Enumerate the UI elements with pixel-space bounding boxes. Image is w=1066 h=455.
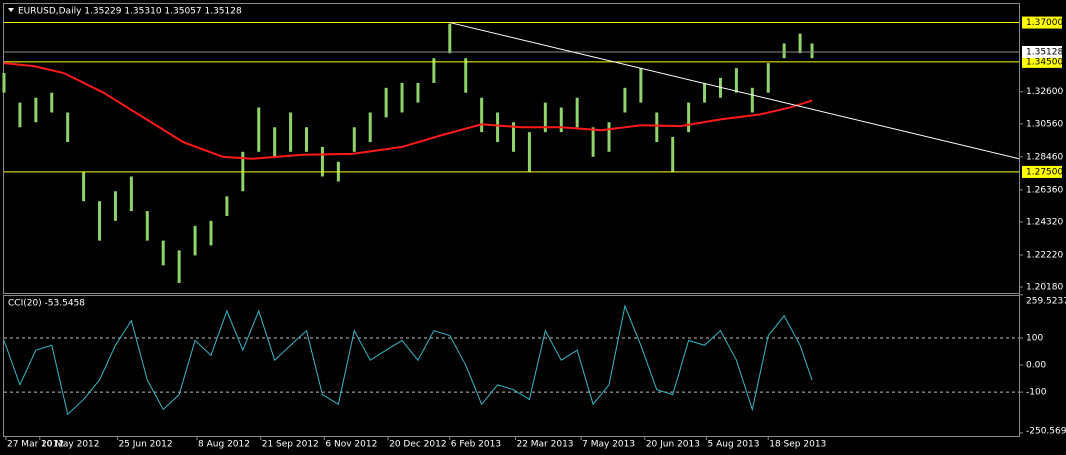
y-tick-label: 1.30560 (1026, 119, 1063, 129)
trendline (449, 22, 1020, 160)
level-label-box (1022, 55, 1062, 68)
y-tick-label: 259.5237 (1026, 297, 1066, 307)
y-tick-label: 1.22220 (1026, 250, 1063, 260)
moving-average (3, 62, 813, 160)
cci-line (3, 304, 813, 416)
cci-panel-frame (3, 295, 1020, 437)
y-tick-label: 100 (1026, 333, 1043, 343)
current-price-box (1022, 45, 1062, 58)
level-label: 1.27500 (1026, 167, 1063, 177)
y-tick-label: 0.00 (1026, 361, 1046, 371)
x-tick-label: 25 Jun 2012 (118, 440, 172, 450)
x-tick-label: 18 Sep 2013 (769, 440, 826, 450)
level-label-box (1022, 16, 1062, 29)
y-tick-label: 1.20180 (1026, 283, 1063, 293)
y-tick-label: 1.28460 (1026, 152, 1063, 162)
y-tick-label: -100 (1026, 388, 1047, 398)
x-tick-label: 20 Dec 2012 (389, 440, 447, 450)
y-tick-label: 1.24320 (1026, 217, 1063, 227)
level-label: 1.34500 (1026, 57, 1063, 67)
x-tick-label: 7 May 2013 (582, 440, 635, 450)
x-tick-label: 22 Mar 2013 (516, 440, 573, 450)
x-tick-label: 6 Nov 2012 (325, 440, 377, 450)
current-price-label: 1.35128 (1026, 47, 1063, 57)
x-tick-label: 6 Feb 2013 (451, 440, 501, 450)
y-tick-label: -250.569 (1026, 427, 1066, 437)
price-title: EURUSD,Daily 1.35229 1.35310 1.35057 1.3… (18, 7, 242, 17)
level-label-box (1022, 165, 1062, 178)
price-panel-frame (3, 3, 1020, 294)
y-tick-label: 1.32600 (1026, 87, 1063, 97)
x-tick-label: 20 Jun 2013 (646, 440, 700, 450)
y-tick-label: 1.26360 (1026, 185, 1063, 195)
panel-menu-icon[interactable] (8, 8, 14, 12)
x-tick-label: 5 Aug 2013 (708, 440, 760, 450)
x-tick-label: 21 Sep 2012 (262, 440, 319, 450)
x-tick-label: 8 Aug 2012 (198, 440, 250, 450)
x-tick-label: 27 Mar 2012 (7, 440, 64, 450)
level-label: 1.37000 (1026, 18, 1063, 28)
cci-title: CCI(20) -53.5458 (8, 299, 85, 309)
x-tick-label: 10 May 2012 (41, 440, 100, 450)
